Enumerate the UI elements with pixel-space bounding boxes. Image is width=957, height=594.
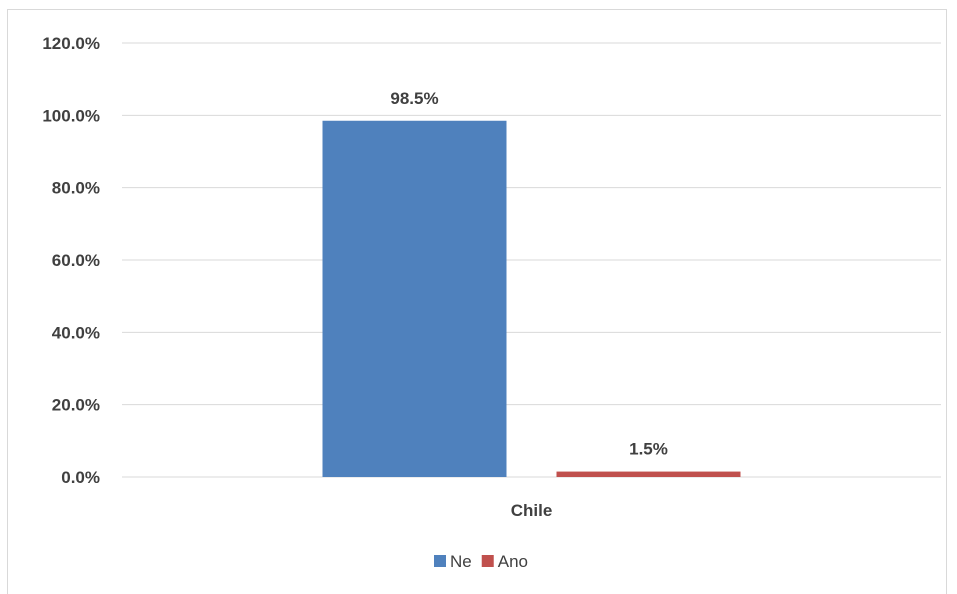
bar-ne (322, 120, 507, 477)
bars (322, 120, 741, 477)
y-tick-label: 60.0% (52, 251, 100, 270)
y-tick-label: 20.0% (52, 396, 100, 415)
y-tick-label: 100.0% (42, 106, 100, 125)
legend-swatch-ano (481, 555, 494, 567)
y-tick-label: 120.0% (42, 34, 100, 53)
x-axis-categories: Chile (511, 501, 553, 520)
bar-ano (556, 471, 741, 477)
x-category-label: Chile (511, 501, 553, 520)
legend: Ne Ano (434, 552, 528, 571)
data-labels: 98.5% 1.5% (390, 89, 667, 459)
y-axis-ticks: 0.0% 20.0% 40.0% 60.0% 80.0% 100.0% 120.0% (42, 34, 100, 487)
legend-label: Ano (498, 552, 528, 571)
gridlines (122, 42, 941, 478)
legend-swatch-ne (434, 555, 446, 567)
y-tick-label: 80.0% (52, 179, 100, 198)
data-label: 1.5% (629, 440, 668, 459)
data-label: 98.5% (390, 89, 438, 108)
legend-label: Ne (450, 552, 472, 571)
y-tick-label: 40.0% (52, 323, 100, 342)
y-tick-label: 0.0% (61, 468, 100, 487)
